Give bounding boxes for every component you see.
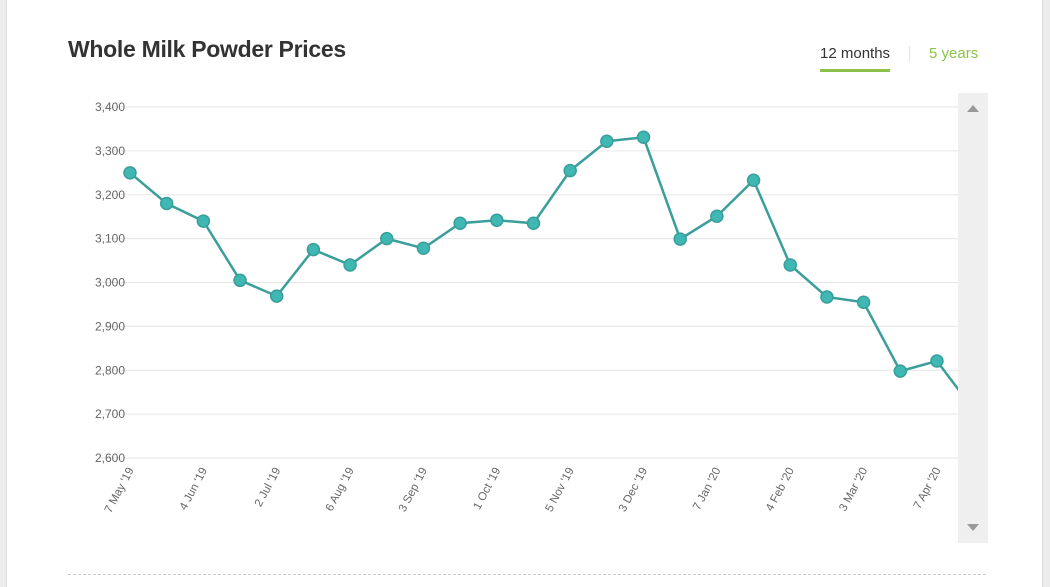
- data-point: [233, 273, 247, 288]
- data-point: [416, 241, 431, 256]
- data-point: [783, 258, 797, 272]
- data-point: [306, 242, 321, 257]
- data-point: [746, 173, 761, 188]
- data-point: [636, 130, 651, 145]
- window-frame-right: [1042, 0, 1050, 587]
- window-frame-left: [0, 0, 7, 587]
- scroll-up-icon[interactable]: [967, 105, 979, 112]
- series-group: [123, 130, 958, 392]
- y-tick-label: 3,200: [95, 188, 125, 202]
- data-point: [159, 196, 174, 211]
- section-divider: [68, 574, 986, 575]
- x-tick-label: 4 Jun '19: [178, 466, 210, 513]
- y-tick-label: 3,300: [95, 144, 125, 158]
- tab-12-months[interactable]: 12 months: [820, 45, 891, 72]
- x-tick-label: 3 Sep '19: [397, 466, 430, 514]
- data-point: [820, 290, 834, 304]
- tab-divider: [909, 45, 911, 62]
- data-point: [453, 216, 467, 231]
- x-tick-label: 3 Mar '20: [837, 466, 870, 514]
- data-point: [196, 214, 211, 228]
- x-tick-label: 6 Aug '19: [324, 466, 357, 514]
- scroll-down-icon[interactable]: [967, 524, 979, 531]
- y-tick-label: 3,000: [95, 276, 125, 290]
- x-tick-label: 7 Apr '20: [912, 466, 944, 511]
- data-point: [673, 232, 687, 246]
- chart-title: Whole Milk Powder Prices: [68, 36, 346, 62]
- data-point: [893, 364, 908, 378]
- series-line: [129, 135, 958, 392]
- data-point: [380, 231, 394, 246]
- period-tabs: 12 months 5 years: [820, 45, 978, 72]
- y-tick-label: 2,800: [95, 363, 125, 377]
- x-tick-label: 4 Feb '20: [764, 466, 797, 514]
- x-tick-label: 1 Oct '19: [471, 466, 503, 512]
- x-tick-label: 7 May '19: [103, 466, 137, 515]
- data-point: [526, 216, 541, 231]
- tab-5-years[interactable]: 5 years: [929, 45, 979, 62]
- x-tick-label: 7 Jan '20: [691, 466, 723, 513]
- y-tick-label: 2,600: [95, 451, 125, 465]
- x-tick-label: 2 Jul '19: [253, 466, 284, 509]
- y-tick-label: 3,400: [95, 100, 125, 114]
- data-point: [930, 354, 944, 368]
- y-tick-label: 3,100: [95, 232, 125, 246]
- data-point: [123, 166, 137, 180]
- data-point: [490, 213, 504, 227]
- data-point: [856, 295, 871, 309]
- y-tick-label: 2,900: [95, 319, 125, 333]
- data-point: [710, 209, 724, 223]
- data-point: [343, 258, 357, 272]
- data-point: [563, 163, 577, 178]
- data-point: [600, 134, 614, 148]
- chart-scrollbar[interactable]: [958, 93, 988, 543]
- x-tick-label: 5 Nov '19: [544, 466, 577, 514]
- data-point: [269, 289, 284, 303]
- y-tick-label: 2,700: [95, 407, 125, 421]
- x-tick-label: 3 Dec '19: [617, 466, 650, 514]
